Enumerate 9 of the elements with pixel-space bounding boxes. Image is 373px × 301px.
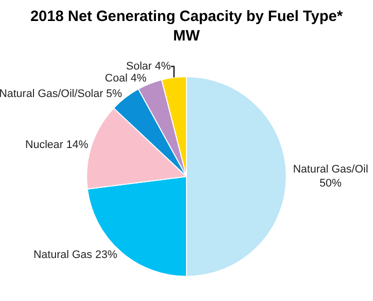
slice-label: Solar 4% <box>126 60 171 72</box>
slice-label: Coal 4% <box>104 72 147 84</box>
chart-title: 2018 Net Generating Capacity by Fuel Type* <box>30 8 343 26</box>
slice-label: Natural Gas/Oil <box>292 163 368 176</box>
slice-label: Natural Gas/Oil/Solar 5% <box>0 88 122 100</box>
slice-label: Nuclear 14% <box>25 139 88 152</box>
chart-subtitle: MW <box>173 28 201 45</box>
data-label: 50% <box>320 178 342 190</box>
slice-label: Natural Gas 23% <box>33 248 118 261</box>
